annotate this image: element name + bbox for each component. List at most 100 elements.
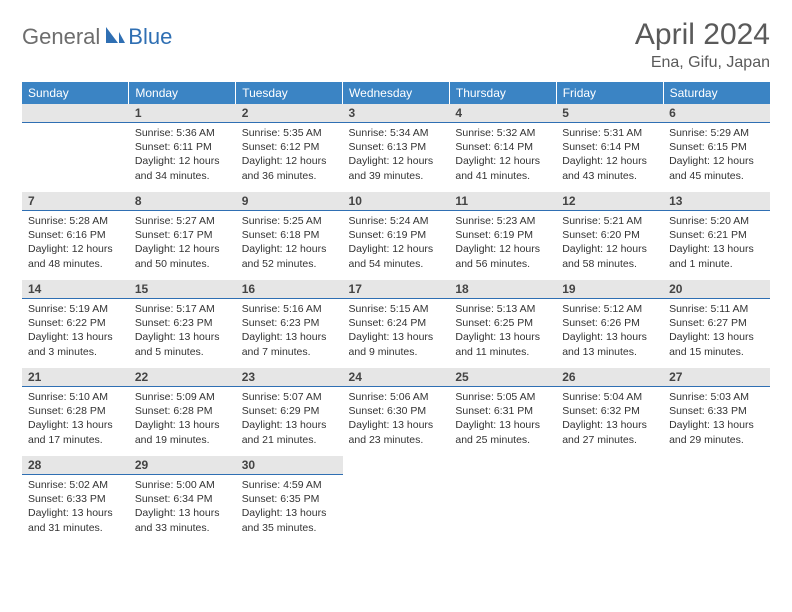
logo: General Blue	[22, 24, 172, 50]
day-number: 30	[236, 456, 343, 475]
empty-cell	[22, 104, 129, 192]
day-number: 3	[343, 104, 450, 123]
day-number: 18	[449, 280, 556, 299]
day-cell: 24Sunrise: 5:06 AMSunset: 6:30 PMDayligh…	[343, 368, 450, 456]
day-cell: 2Sunrise: 5:35 AMSunset: 6:12 PMDaylight…	[236, 104, 343, 192]
day-details: Sunrise: 5:02 AMSunset: 6:33 PMDaylight:…	[22, 475, 129, 539]
day-number: 29	[129, 456, 236, 475]
day-number: 6	[663, 104, 770, 123]
day-details: Sunrise: 5:29 AMSunset: 6:15 PMDaylight:…	[663, 123, 770, 187]
day-number: 12	[556, 192, 663, 211]
empty-cell	[449, 456, 556, 544]
empty-cell	[556, 456, 663, 544]
location: Ena, Gifu, Japan	[635, 54, 770, 72]
day-number: 7	[22, 192, 129, 211]
weekday-header: Sunday	[22, 82, 129, 104]
day-details: Sunrise: 5:07 AMSunset: 6:29 PMDaylight:…	[236, 387, 343, 451]
calendar-week-row: 7Sunrise: 5:28 AMSunset: 6:16 PMDaylight…	[22, 192, 770, 280]
day-number: 26	[556, 368, 663, 387]
day-cell: 16Sunrise: 5:16 AMSunset: 6:23 PMDayligh…	[236, 280, 343, 368]
day-cell: 30Sunrise: 4:59 AMSunset: 6:35 PMDayligh…	[236, 456, 343, 544]
day-cell: 3Sunrise: 5:34 AMSunset: 6:13 PMDaylight…	[343, 104, 450, 192]
day-number: 14	[22, 280, 129, 299]
header: General Blue April 2024 Ena, Gifu, Japan	[22, 18, 770, 72]
day-details: Sunrise: 5:34 AMSunset: 6:13 PMDaylight:…	[343, 123, 450, 187]
day-details: Sunrise: 5:00 AMSunset: 6:34 PMDaylight:…	[129, 475, 236, 539]
calendar-head: SundayMondayTuesdayWednesdayThursdayFrid…	[22, 82, 770, 104]
day-details: Sunrise: 5:31 AMSunset: 6:14 PMDaylight:…	[556, 123, 663, 187]
weekday-header: Friday	[556, 82, 663, 104]
calendar-body: 1Sunrise: 5:36 AMSunset: 6:11 PMDaylight…	[22, 104, 770, 544]
day-details: Sunrise: 5:13 AMSunset: 6:25 PMDaylight:…	[449, 299, 556, 363]
day-details: Sunrise: 4:59 AMSunset: 6:35 PMDaylight:…	[236, 475, 343, 539]
day-details: Sunrise: 5:03 AMSunset: 6:33 PMDaylight:…	[663, 387, 770, 451]
day-cell: 6Sunrise: 5:29 AMSunset: 6:15 PMDaylight…	[663, 104, 770, 192]
day-cell: 13Sunrise: 5:20 AMSunset: 6:21 PMDayligh…	[663, 192, 770, 280]
day-details: Sunrise: 5:17 AMSunset: 6:23 PMDaylight:…	[129, 299, 236, 363]
day-number: 19	[556, 280, 663, 299]
day-cell: 17Sunrise: 5:15 AMSunset: 6:24 PMDayligh…	[343, 280, 450, 368]
logo-text-general: General	[22, 24, 100, 50]
calendar-week-row: 1Sunrise: 5:36 AMSunset: 6:11 PMDaylight…	[22, 104, 770, 192]
day-details: Sunrise: 5:11 AMSunset: 6:27 PMDaylight:…	[663, 299, 770, 363]
day-number: 21	[22, 368, 129, 387]
calendar-week-row: 21Sunrise: 5:10 AMSunset: 6:28 PMDayligh…	[22, 368, 770, 456]
day-cell: 21Sunrise: 5:10 AMSunset: 6:28 PMDayligh…	[22, 368, 129, 456]
day-cell: 27Sunrise: 5:03 AMSunset: 6:33 PMDayligh…	[663, 368, 770, 456]
day-details: Sunrise: 5:10 AMSunset: 6:28 PMDaylight:…	[22, 387, 129, 451]
empty-cell	[343, 456, 450, 544]
day-cell: 11Sunrise: 5:23 AMSunset: 6:19 PMDayligh…	[449, 192, 556, 280]
day-cell: 18Sunrise: 5:13 AMSunset: 6:25 PMDayligh…	[449, 280, 556, 368]
day-cell: 26Sunrise: 5:04 AMSunset: 6:32 PMDayligh…	[556, 368, 663, 456]
day-number: 4	[449, 104, 556, 123]
day-details: Sunrise: 5:32 AMSunset: 6:14 PMDaylight:…	[449, 123, 556, 187]
day-number: 24	[343, 368, 450, 387]
day-details: Sunrise: 5:28 AMSunset: 6:16 PMDaylight:…	[22, 211, 129, 275]
day-details: Sunrise: 5:27 AMSunset: 6:17 PMDaylight:…	[129, 211, 236, 275]
day-cell: 28Sunrise: 5:02 AMSunset: 6:33 PMDayligh…	[22, 456, 129, 544]
weekday-header: Saturday	[663, 82, 770, 104]
day-number: 25	[449, 368, 556, 387]
day-cell: 5Sunrise: 5:31 AMSunset: 6:14 PMDaylight…	[556, 104, 663, 192]
day-details: Sunrise: 5:20 AMSunset: 6:21 PMDaylight:…	[663, 211, 770, 275]
day-number: 11	[449, 192, 556, 211]
day-cell: 29Sunrise: 5:00 AMSunset: 6:34 PMDayligh…	[129, 456, 236, 544]
day-details: Sunrise: 5:21 AMSunset: 6:20 PMDaylight:…	[556, 211, 663, 275]
day-number: 28	[22, 456, 129, 475]
day-cell: 10Sunrise: 5:24 AMSunset: 6:19 PMDayligh…	[343, 192, 450, 280]
weekday-header: Tuesday	[236, 82, 343, 104]
day-cell: 8Sunrise: 5:27 AMSunset: 6:17 PMDaylight…	[129, 192, 236, 280]
day-details: Sunrise: 5:36 AMSunset: 6:11 PMDaylight:…	[129, 123, 236, 187]
day-details: Sunrise: 5:19 AMSunset: 6:22 PMDaylight:…	[22, 299, 129, 363]
month-title: April 2024	[635, 18, 770, 52]
day-details: Sunrise: 5:04 AMSunset: 6:32 PMDaylight:…	[556, 387, 663, 451]
calendar-week-row: 28Sunrise: 5:02 AMSunset: 6:33 PMDayligh…	[22, 456, 770, 544]
day-cell: 22Sunrise: 5:09 AMSunset: 6:28 PMDayligh…	[129, 368, 236, 456]
empty-day-bar	[22, 104, 129, 123]
day-number: 13	[663, 192, 770, 211]
weekday-header: Thursday	[449, 82, 556, 104]
day-details: Sunrise: 5:35 AMSunset: 6:12 PMDaylight:…	[236, 123, 343, 187]
day-cell: 7Sunrise: 5:28 AMSunset: 6:16 PMDaylight…	[22, 192, 129, 280]
day-details: Sunrise: 5:23 AMSunset: 6:19 PMDaylight:…	[449, 211, 556, 275]
day-cell: 12Sunrise: 5:21 AMSunset: 6:20 PMDayligh…	[556, 192, 663, 280]
day-details: Sunrise: 5:15 AMSunset: 6:24 PMDaylight:…	[343, 299, 450, 363]
day-cell: 20Sunrise: 5:11 AMSunset: 6:27 PMDayligh…	[663, 280, 770, 368]
day-cell: 1Sunrise: 5:36 AMSunset: 6:11 PMDaylight…	[129, 104, 236, 192]
day-details: Sunrise: 5:12 AMSunset: 6:26 PMDaylight:…	[556, 299, 663, 363]
day-number: 17	[343, 280, 450, 299]
logo-sail-icon	[104, 25, 126, 50]
day-cell: 19Sunrise: 5:12 AMSunset: 6:26 PMDayligh…	[556, 280, 663, 368]
day-number: 9	[236, 192, 343, 211]
logo-text-blue: Blue	[128, 24, 172, 50]
day-details: Sunrise: 5:16 AMSunset: 6:23 PMDaylight:…	[236, 299, 343, 363]
day-cell: 25Sunrise: 5:05 AMSunset: 6:31 PMDayligh…	[449, 368, 556, 456]
day-number: 27	[663, 368, 770, 387]
day-cell: 14Sunrise: 5:19 AMSunset: 6:22 PMDayligh…	[22, 280, 129, 368]
day-number: 2	[236, 104, 343, 123]
day-number: 23	[236, 368, 343, 387]
day-cell: 4Sunrise: 5:32 AMSunset: 6:14 PMDaylight…	[449, 104, 556, 192]
weekday-header: Monday	[129, 82, 236, 104]
day-details: Sunrise: 5:25 AMSunset: 6:18 PMDaylight:…	[236, 211, 343, 275]
weekday-header: Wednesday	[343, 82, 450, 104]
